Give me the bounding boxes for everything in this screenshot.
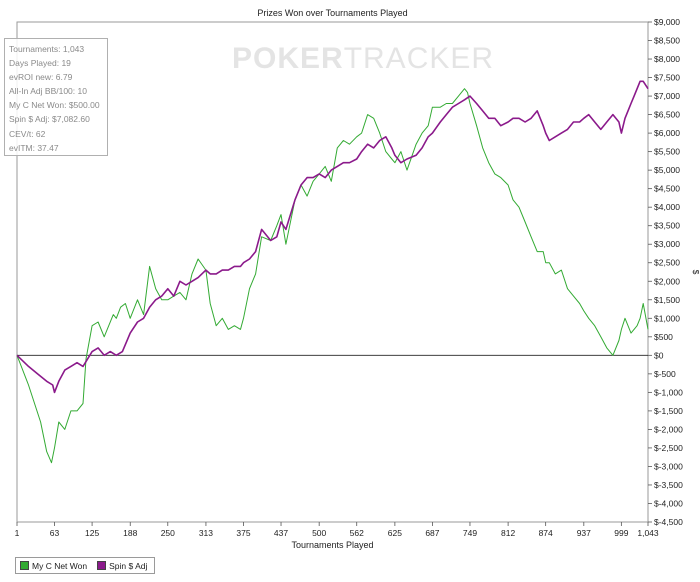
legend: My C Net Won Spin $ Adj [15, 557, 155, 574]
legend-swatch-spin-adj [97, 561, 107, 570]
watermark-thin: TRACKER [343, 42, 495, 75]
series-line-spin-adj [16, 80, 649, 394]
y-tick-label: $3,000 [654, 239, 680, 249]
legend-label-net-won: My C Net Won [32, 560, 88, 571]
x-tick-label: 63 [50, 528, 60, 538]
y-axis-label: $ [691, 270, 700, 275]
stats-box: Tournaments: 1,043 Days Played: 19 evROI… [4, 38, 108, 156]
stat-net-won: My C Net Won: $500.00 [9, 100, 100, 111]
x-tick-label: 999 [614, 528, 628, 538]
stat-cev: CEV/t: 62 [9, 128, 46, 139]
x-tick-label: 375 [236, 528, 250, 538]
legend-item-spin-adj[interactable]: Spin $ Adj [97, 561, 147, 571]
stat-days-played: Days Played: 19 [9, 58, 71, 69]
y-tick-label: $2,000 [654, 276, 680, 286]
y-tick-label: $8,500 [654, 36, 680, 46]
y-tick-label: $6,500 [654, 110, 680, 120]
x-tick-label: 562 [350, 528, 364, 538]
y-tick-label: $-3,500 [654, 480, 683, 490]
series-line-net-won [16, 88, 649, 464]
x-tick-label: 500 [312, 528, 326, 538]
stat-spin-adj: Spin $ Adj: $7,082.60 [9, 114, 90, 125]
y-tick-label: $5,500 [654, 147, 680, 157]
y-tick-label: $6,000 [654, 128, 680, 138]
stat-evitm: evITM: 37.47 [9, 142, 59, 153]
y-tick-label: $-500 [654, 369, 676, 379]
y-tick-label: $8,000 [654, 54, 680, 64]
y-tick-label: $2,500 [654, 258, 680, 268]
chart-title: Prizes Won over Tournaments Played [257, 8, 407, 18]
stat-allin-adj: All-In Adj BB/100: 10 [9, 86, 87, 97]
y-tick-label: $7,500 [654, 73, 680, 83]
x-tick-label: 188 [123, 528, 137, 538]
plot-frame [16, 21, 649, 523]
x-tick-label: 812 [501, 528, 515, 538]
y-tick-label: $7,000 [654, 91, 680, 101]
y-tick-label: $0 [654, 350, 664, 360]
x-tick-label: 874 [539, 528, 553, 538]
x-axis-label: Tournaments Played [291, 540, 373, 550]
y-tick-label: $3,500 [654, 221, 680, 231]
x-tick-label: 937 [577, 528, 591, 538]
x-tick-label: 250 [161, 528, 175, 538]
legend-swatch-net-won [20, 561, 29, 570]
legend-label-spin-adj: Spin $ Adj [109, 560, 148, 571]
x-tick-label: 437 [274, 528, 288, 538]
y-tick-label: $-2,500 [654, 443, 683, 453]
y-tick-label: $9,000 [654, 17, 680, 27]
y-tick-label: $-1,000 [654, 387, 683, 397]
x-tick-label: 1 [15, 528, 20, 538]
y-tick-label: $500 [654, 332, 673, 342]
x-tick-label: 1,043 [637, 528, 659, 538]
x-tick-label: 625 [388, 528, 402, 538]
y-tick-label: $1,500 [654, 295, 680, 305]
y-tick-label: $5,000 [654, 165, 680, 175]
x-tick-label: 749 [463, 528, 477, 538]
legend-item-net-won[interactable]: My C Net Won [20, 561, 87, 571]
x-tick-label: 687 [425, 528, 439, 538]
pokertracker-watermark: POKERTRACKER [232, 42, 494, 76]
y-tick-label: $-3,000 [654, 461, 683, 471]
stat-tournaments: Tournaments: 1,043 [9, 44, 85, 54]
watermark-bold: POKER [232, 42, 344, 75]
y-tick-label: $1,000 [654, 313, 680, 323]
y-tick-label: $-4,500 [654, 517, 683, 527]
x-tick-label: 125 [85, 528, 99, 538]
x-tick-label: 313 [199, 528, 213, 538]
y-tick-label: $-1,500 [654, 406, 683, 416]
y-tick-label: $-4,000 [654, 498, 683, 508]
y-tick-label: $4,000 [654, 202, 680, 212]
y-tick-label: $4,500 [654, 184, 680, 194]
stat-evroi: evROI new: 6.79 [9, 72, 73, 83]
y-tick-label: $-2,000 [654, 424, 683, 434]
